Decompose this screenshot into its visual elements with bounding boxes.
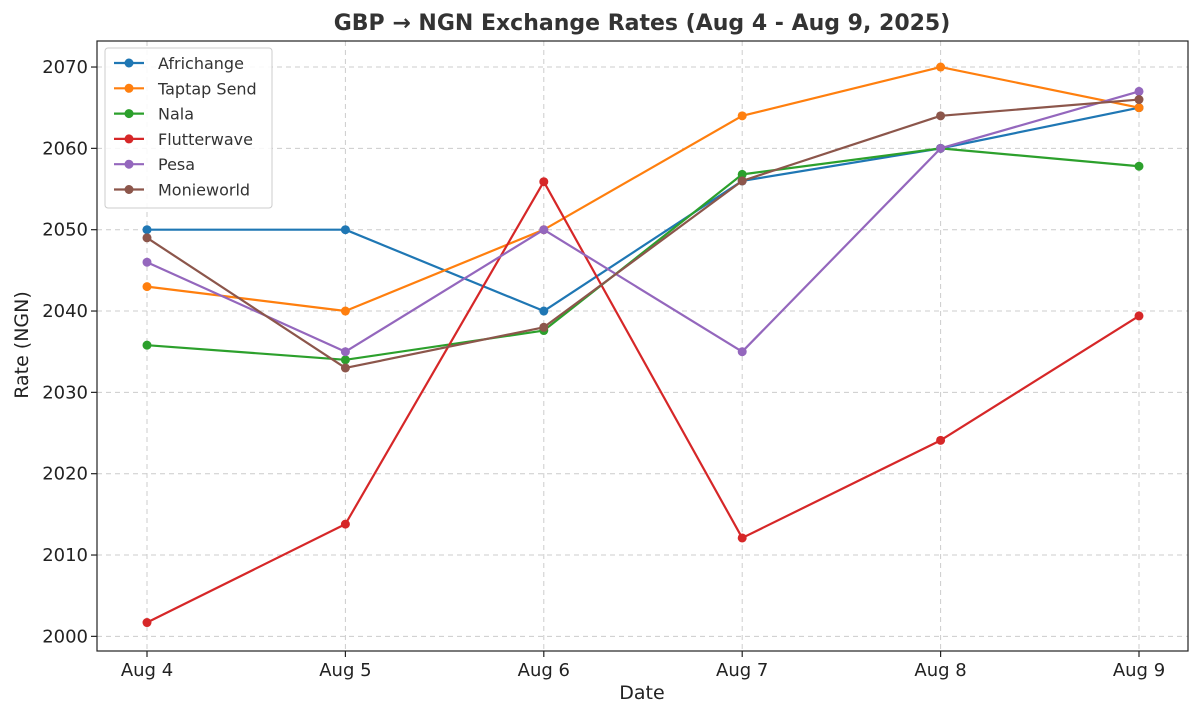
data-point-africhange bbox=[142, 225, 152, 235]
series-line-monieworld bbox=[146, 98, 1140, 370]
y-tick-label: 2000 bbox=[42, 626, 88, 647]
data-point-taptap-send bbox=[936, 62, 946, 72]
x-tick-label: Aug 5 bbox=[319, 660, 371, 681]
data-point-flutterwave bbox=[737, 533, 747, 543]
legend-label: Africhange bbox=[158, 54, 244, 73]
x-tick-label: Aug 7 bbox=[716, 660, 768, 681]
data-point-taptap-send bbox=[737, 111, 747, 121]
plot-frame bbox=[96, 40, 1189, 652]
y-axis-label: Rate (NGN) bbox=[11, 291, 33, 399]
series-pesa bbox=[142, 86, 1144, 357]
legend: Africhange Taptap Send Nala Flutterwave Pesa… bbox=[104, 47, 273, 209]
data-point-nala bbox=[737, 169, 747, 179]
data-point-pesa bbox=[539, 225, 549, 235]
data-point-monieworld bbox=[340, 363, 350, 373]
y-tick-label: 2050 bbox=[42, 220, 88, 241]
y-tick-label: 2060 bbox=[42, 138, 88, 159]
series-group bbox=[142, 62, 1144, 628]
data-point-nala bbox=[340, 355, 350, 365]
x-tick-label: Aug 6 bbox=[518, 660, 570, 681]
data-point-monieworld bbox=[936, 111, 946, 121]
data-point-monieworld bbox=[737, 176, 747, 186]
legend-item: Nala bbox=[114, 105, 194, 124]
x-axis-label: Date bbox=[619, 682, 664, 704]
legend-box bbox=[104, 47, 273, 209]
data-point-pesa bbox=[737, 347, 747, 357]
y-tick-label: 2030 bbox=[42, 382, 88, 403]
series-line-taptap-send bbox=[146, 65, 1140, 313]
y-tick-label: 2020 bbox=[42, 464, 88, 485]
data-point-flutterwave bbox=[1134, 311, 1144, 321]
data-point-africhange bbox=[340, 225, 350, 235]
legend-item: Monieworld bbox=[114, 181, 250, 200]
data-point-pesa bbox=[1134, 86, 1144, 96]
data-point-monieworld bbox=[1134, 95, 1144, 105]
series-flutterwave bbox=[142, 177, 1144, 628]
legend-item: Taptap Send bbox=[114, 79, 257, 98]
data-point-pesa bbox=[340, 347, 350, 357]
data-point-taptap-send bbox=[340, 306, 350, 316]
data-point-pesa bbox=[936, 143, 946, 153]
chart-title: GBP → NGN Exchange Rates (Aug 4 - Aug 9,… bbox=[334, 11, 951, 36]
data-point-flutterwave bbox=[936, 435, 946, 445]
legend-swatch-marker bbox=[124, 134, 134, 144]
y-tick-label: 2040 bbox=[42, 301, 88, 322]
series-nala bbox=[142, 143, 1144, 365]
series-line-africhange bbox=[147, 106, 1140, 313]
legend-swatch-marker bbox=[124, 185, 134, 194]
legend-item: Pesa bbox=[114, 155, 195, 174]
legend-item: Africhange bbox=[114, 54, 244, 73]
data-point-taptap-send bbox=[1134, 103, 1144, 113]
y-tick-label: 2070 bbox=[42, 57, 88, 78]
data-point-taptap-send bbox=[142, 282, 152, 292]
data-point-monieworld bbox=[539, 322, 549, 332]
data-point-nala bbox=[142, 340, 152, 350]
legend-label: Nala bbox=[158, 105, 194, 124]
data-point-africhange bbox=[539, 306, 549, 316]
grid bbox=[97, 41, 1188, 651]
legend-label: Pesa bbox=[158, 155, 195, 174]
x-tick-label: Aug 8 bbox=[914, 660, 966, 681]
legend-swatch-marker bbox=[124, 159, 134, 169]
legend-swatch-marker bbox=[124, 109, 134, 119]
data-point-nala bbox=[1134, 161, 1144, 171]
y-tick-label: 2010 bbox=[42, 545, 88, 566]
data-point-flutterwave bbox=[340, 519, 350, 529]
legend-swatch-marker bbox=[124, 83, 134, 93]
series-line-nala bbox=[146, 147, 1140, 361]
axes: Aug 4 Aug 5 Aug 6 Aug 7 Aug 8 Aug 9 2000 2010 20… bbox=[42, 40, 1189, 681]
x-tick-label: Aug 4 bbox=[121, 660, 173, 681]
series-monieworld bbox=[142, 95, 1144, 373]
series-africhange bbox=[142, 103, 1144, 316]
legend-item: Flutterwave bbox=[114, 130, 253, 149]
x-tick-label: Aug 9 bbox=[1113, 660, 1165, 681]
data-point-monieworld bbox=[142, 233, 152, 243]
legend-label: Flutterwave bbox=[158, 130, 253, 149]
legend-swatch-marker bbox=[124, 58, 134, 68]
legend-label: Taptap Send bbox=[157, 79, 257, 98]
series-taptap-send bbox=[142, 62, 1144, 316]
data-point-flutterwave bbox=[539, 177, 549, 187]
data-point-flutterwave bbox=[142, 618, 152, 628]
series-line-flutterwave bbox=[146, 180, 1140, 624]
data-point-pesa bbox=[142, 257, 152, 267]
series-line-pesa bbox=[146, 90, 1140, 353]
legend-label: Monieworld bbox=[158, 181, 250, 200]
